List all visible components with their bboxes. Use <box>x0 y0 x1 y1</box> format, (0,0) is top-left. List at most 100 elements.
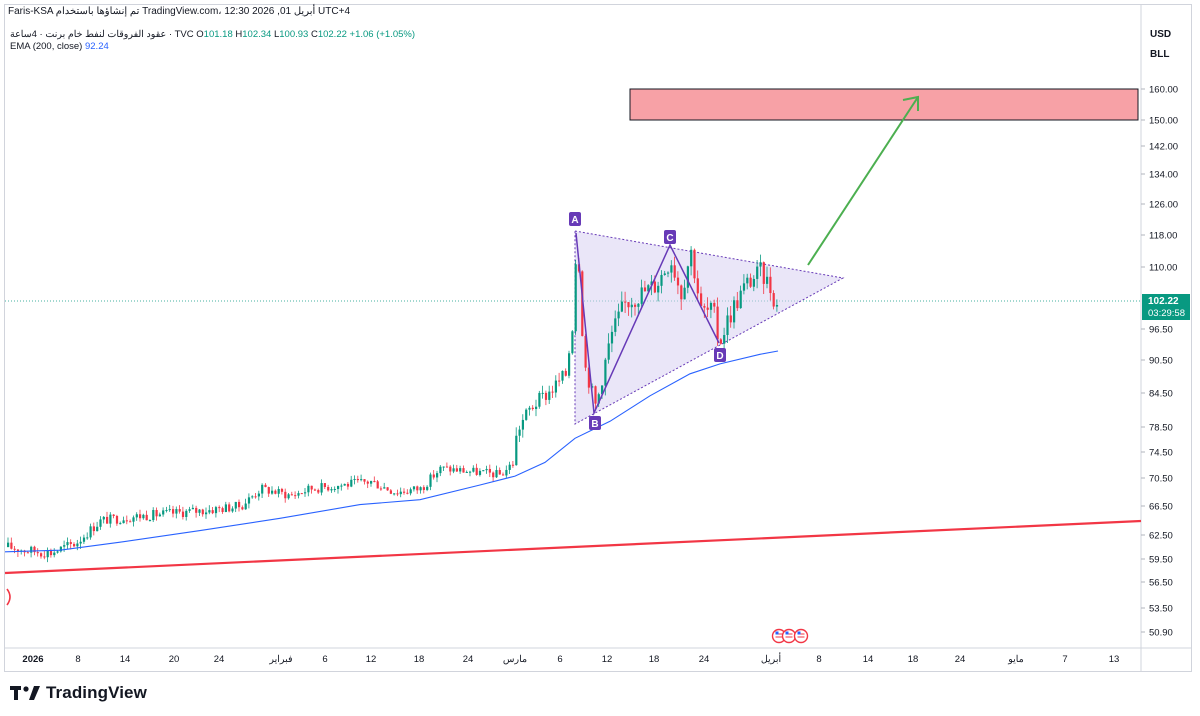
candle-body <box>436 473 439 478</box>
candle-body <box>271 490 274 494</box>
tradingview-brand[interactable]: TradingView <box>10 682 147 704</box>
target-arrow <box>807 96 919 266</box>
flag-canton <box>797 631 801 635</box>
candle-body <box>538 392 541 407</box>
currency-label[interactable]: USD <box>1150 29 1172 40</box>
candle-body <box>535 406 538 410</box>
candle-body <box>525 409 528 420</box>
candle-body <box>485 468 488 471</box>
candle-body <box>601 385 604 395</box>
candle-body <box>274 490 277 494</box>
candle-body <box>518 429 521 436</box>
candle-body <box>459 468 462 472</box>
x-tick-label: أبريل <box>761 652 782 665</box>
candle-body <box>703 306 706 308</box>
candle-body <box>752 278 755 287</box>
candle-body <box>442 466 445 468</box>
candle-body <box>366 481 369 484</box>
y-tick-label: 160.00 <box>1149 85 1178 96</box>
candle-body <box>455 468 458 472</box>
unit-label[interactable]: BLL <box>1150 49 1170 60</box>
candle-body <box>300 493 303 495</box>
candle-body <box>492 472 495 478</box>
alert-marker <box>6 588 11 606</box>
candle-body <box>521 419 524 430</box>
candle-body <box>419 487 422 491</box>
candle-body <box>205 512 208 515</box>
x-tick-label: مارس <box>503 654 527 665</box>
candle-body <box>469 471 472 473</box>
candle-body <box>439 466 442 474</box>
x-tick-label: 18 <box>414 654 425 665</box>
candle-body <box>208 510 211 513</box>
candle-body <box>432 474 435 478</box>
candle-body <box>323 483 326 487</box>
candle-body <box>109 514 112 524</box>
y-tick-label: 50.90 <box>1149 628 1173 639</box>
x-tick-label: 20 <box>169 654 180 665</box>
candle-body <box>568 353 571 376</box>
candle-body <box>548 391 551 400</box>
candle-body <box>505 469 508 476</box>
candle-body <box>653 281 656 293</box>
y-tick-label: 74.50 <box>1149 448 1173 459</box>
candle-body <box>403 491 406 493</box>
candle-body <box>762 262 765 284</box>
low-value: 100.93 <box>279 29 309 40</box>
candle-body <box>327 486 330 491</box>
candle-body <box>729 315 732 323</box>
y-tick-label: 53.50 <box>1149 604 1173 615</box>
candle-body <box>356 478 359 481</box>
candle-body <box>313 489 317 491</box>
candle-body <box>162 510 165 515</box>
candle-body <box>244 503 247 510</box>
symbol-legend[interactable]: عقود الفروقات لنفط خام برنت · 4ساعة · TV… <box>10 29 415 40</box>
candle-body <box>102 516 105 520</box>
y-tick-label: 150.00 <box>1149 116 1178 127</box>
candle-body <box>261 484 264 494</box>
candle-body <box>389 490 392 494</box>
candle-body <box>736 300 739 309</box>
candle-body <box>175 509 178 514</box>
x-tick-label: 6 <box>322 654 327 665</box>
candle-body <box>650 281 653 286</box>
candle-body <box>462 468 465 473</box>
y-tick-label: 59.50 <box>1149 555 1173 566</box>
candle-body <box>317 490 320 493</box>
candle-body <box>363 479 366 482</box>
support-trendline <box>4 519 1142 575</box>
symbol-name: عقود الفروقات لنفط خام برنت · 4ساعة · TV… <box>10 29 194 40</box>
candle-body <box>775 305 779 307</box>
candle-body <box>498 470 501 475</box>
candle-body <box>614 318 617 332</box>
candle-body <box>515 435 518 466</box>
candle-body <box>277 488 280 494</box>
candle-body <box>472 467 475 472</box>
candle-body <box>465 471 468 473</box>
candle-body <box>73 544 76 547</box>
candle-body <box>478 470 482 475</box>
candle-body <box>307 485 310 493</box>
candle-body <box>739 290 742 309</box>
candle-body <box>198 509 201 513</box>
candle-body <box>115 516 119 524</box>
candle-body <box>475 467 478 475</box>
candle-body <box>234 501 237 509</box>
candle-body <box>686 266 689 288</box>
candle-body <box>353 478 356 480</box>
pattern-label-d: D <box>716 351 723 362</box>
x-tick-label: 18 <box>908 654 919 665</box>
candle-body <box>742 283 746 291</box>
open-value: 101.18 <box>203 29 233 40</box>
candle-body <box>191 507 194 510</box>
ema-legend[interactable]: EMA (200, close) 92.24 <box>10 41 109 52</box>
y-tick-label: 62.50 <box>1149 531 1173 542</box>
candle-body <box>597 394 600 404</box>
event-icons <box>771 628 809 644</box>
candle-body <box>733 300 736 323</box>
candle-body <box>96 526 99 532</box>
x-tick-label: 24 <box>699 654 710 665</box>
candle-body <box>683 287 686 300</box>
candle-body <box>508 464 511 470</box>
